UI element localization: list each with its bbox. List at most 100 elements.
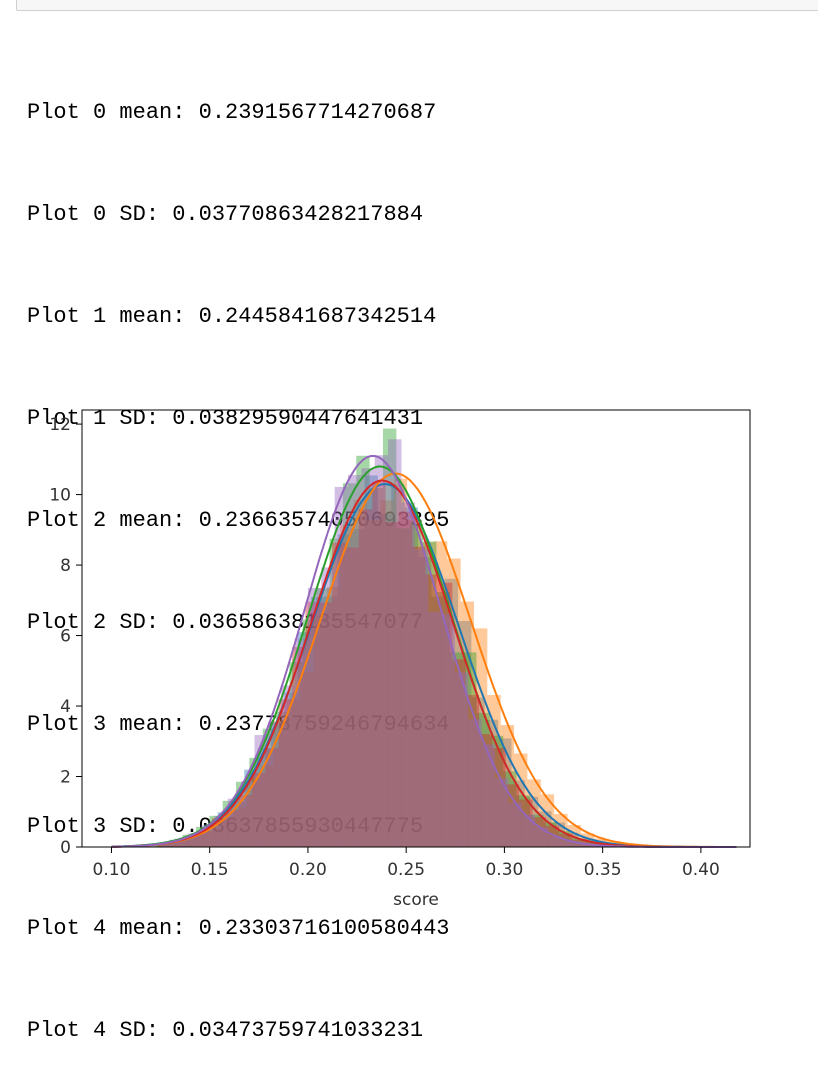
histogram-bar [428,611,442,847]
plot-frame [81,409,751,848]
histogram-bar [220,817,234,847]
histogram-bar [401,502,415,847]
histogram-bar [311,597,325,847]
histogram-bar [340,524,354,847]
histogram-bar [404,507,418,847]
distribution-plot: 0.10 0.15 0.20 0.25 0.30 0.35 0.40 0 2 4 6 8 10 12 s… [0,395,818,924]
histogram-bar [452,659,466,847]
histogram-bar [388,439,402,847]
histogram-bar [238,794,252,847]
histogram-bar [425,574,439,847]
histogram-bar [329,538,343,847]
histogram-bar [535,826,549,847]
histogram-bar [153,844,167,847]
histogram-bar [356,455,370,847]
histogram-bar [476,712,490,847]
plot-canvas: 0.10 0.15 0.20 0.25 0.30 0.35 0.40 0 2 4 6 8 10 12 s… [49,409,751,910]
histogram-bar [465,695,480,847]
histogram-bar [169,839,183,847]
histogram-bar [265,748,279,847]
histogram-bar [391,484,405,847]
histogram-bar [521,814,536,847]
histogram-bar [160,842,175,847]
histogram-bar [369,488,383,847]
histogram-bar [300,672,314,847]
output-line: Plot 4 SD: 0.03473759741033231 [27,1018,424,1043]
histogram-bar [468,719,482,847]
x-tick-label: 0.25 [387,860,425,880]
histogram-bar [342,483,357,847]
histogram-bar [551,822,565,847]
histogram-bar [307,587,322,847]
y-axis: 0 2 4 6 8 10 12 [49,415,82,858]
histogram-bar [454,672,469,847]
histogram-bar [380,500,394,847]
histogram-bar [305,601,319,847]
histogram-bar [166,842,181,847]
histogram-bar [414,549,429,847]
histogram-bar [321,567,335,847]
histogram-bar [271,722,285,847]
histogram-bar [334,486,349,847]
histogram-bar [514,753,528,847]
histogram-bar [158,843,172,847]
histogram-bar [262,728,277,847]
x-tick-label: 0.10 [93,860,131,880]
histogram-bar [206,827,221,847]
histogram-bar [398,511,413,847]
histogram-bar [407,519,421,847]
histogram-bar [180,839,194,847]
histogram-bar [318,602,333,847]
histogram-bar [382,428,397,847]
histogram-bar [492,747,506,847]
histogram-bar [225,810,239,847]
x-tick-label: 0.20 [289,860,327,880]
y-tick-label: 2 [60,768,71,788]
histogram-bar [436,592,450,847]
output-line: Plot 3 mean: 0.23778759246794634 [27,712,450,737]
histogram-bar [441,614,455,847]
histogram-bar [420,542,434,847]
histogram-bar [561,840,576,847]
x-axis: 0.10 0.15 0.20 0.25 0.30 0.35 0.40 [93,847,720,880]
histogram-bar [302,619,317,847]
output-line: Plot 0 SD: 0.03770863428217884 [27,202,424,227]
histogram-bar [286,698,301,847]
histogram-bar [348,474,362,847]
y-tick-label: 10 [49,486,71,506]
histogram-bar [294,638,308,847]
histogram-bars [150,428,635,847]
x-tick-label: 0.15 [191,860,229,880]
histogram-bar [353,499,368,847]
histogram-bar [313,614,327,847]
histogram-bar [345,547,359,847]
histogram-bar [479,734,493,847]
histogram-bar [278,699,293,847]
histogram-bar [396,528,410,847]
y-tick-label: 12 [49,415,71,435]
histogram-bar [438,582,453,847]
histogram-bar [508,802,522,847]
histogram-bar [494,778,509,847]
histogram-bar [244,769,258,847]
histogram-bar [177,838,191,847]
histogram-bar [431,596,445,847]
output-line: Plot 0 mean: 0.2391567714270687 [27,100,437,125]
histogram-bar [284,692,298,847]
histogram-bar [337,534,352,847]
histogram-bar [417,557,432,847]
histogram-bar [364,475,378,847]
y-tick-label: 6 [60,627,71,647]
histogram-bar [155,843,170,847]
histogram-bar [249,757,263,847]
y-tick-label: 4 [60,697,71,717]
histogram-bar [578,838,592,847]
histogram-bar [276,711,290,847]
histogram-bar [260,765,274,847]
histogram-bar [505,784,520,847]
x-tick-label: 0.40 [682,860,720,880]
histogram-bar [367,520,381,847]
histogram-bar [374,455,389,847]
histogram-bar [358,509,373,847]
output-line: Plot 1 mean: 0.2445841687342514 [27,304,437,329]
